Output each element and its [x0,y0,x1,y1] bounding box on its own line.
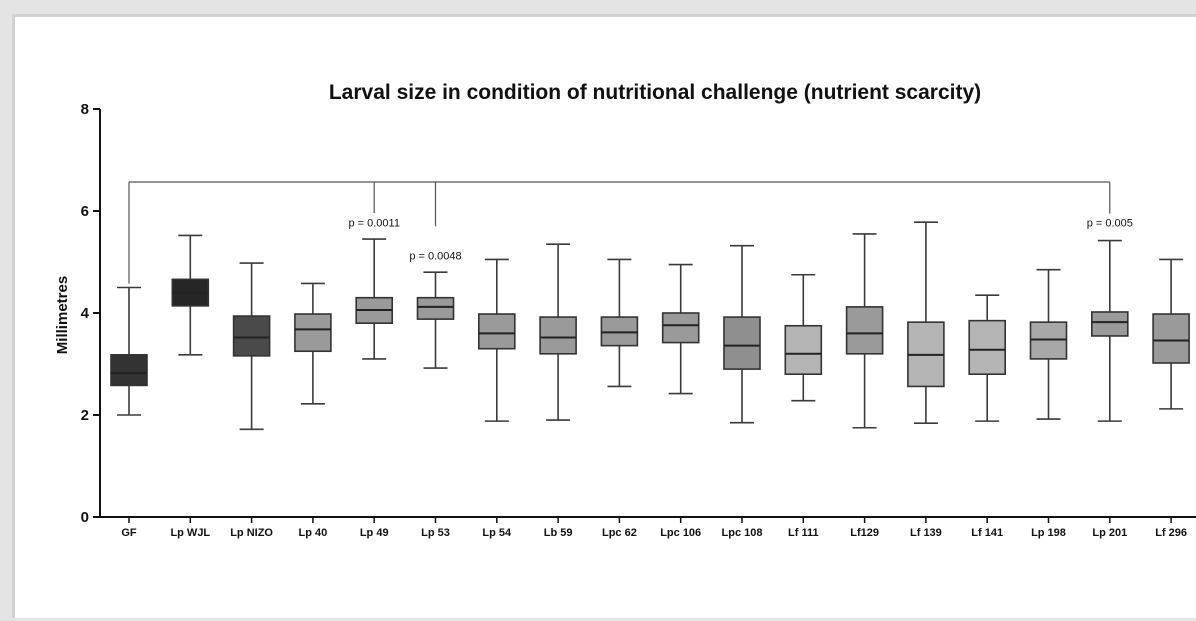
y-tick-label: 2 [81,407,89,424]
box-lpc-62 [600,316,639,347]
x-tick-label: Lpc 62 [602,527,637,539]
x-tick-label: Lp 54 [482,527,512,539]
box-lp-nizo [232,315,271,357]
y-tick-label: 8 [81,101,89,118]
chart-title: Larval size in condition of nutritional … [329,81,981,104]
box-lpc-108 [723,316,761,370]
x-tick-label: Lf 141 [971,527,1003,539]
box-lf-111 [784,324,823,376]
x-tick-label: Lpc 108 [722,527,763,539]
y-tick-label: 4 [81,305,90,322]
box-lb-59 [539,316,577,355]
x-tick-label: Lb 59 [544,527,573,539]
box-lp-40 [294,313,332,353]
x-tick-label: Lp 40 [299,527,328,539]
x-tick-label: Lp 201 [1092,527,1127,539]
x-tick-label: Lp WJL [170,527,210,539]
y-tick-label: 6 [81,203,89,220]
p-value-label: p = 0.0011 [348,217,399,229]
box-gf [110,354,148,387]
y-tick-label: 0 [81,509,89,526]
box-lp-54 [477,313,516,350]
box-lf-141 [968,319,1007,375]
chart-frame: Larval size in condition of nutritional … [12,14,1196,618]
x-tick-label: Lf129 [850,527,879,539]
x-tick-label: Lp 198 [1031,527,1066,539]
plot-area: 0 2 4 6 8 GF Lp WJL Lp NIZO Lp 40 Lp 49 Lp 53 Lp 54… [81,101,1196,539]
box-lp-198 [1029,321,1068,360]
p-value-label: p = 0.0048 [409,250,461,262]
x-tick-label: Lp 49 [360,527,389,539]
box-lf-296 [1152,313,1190,364]
x-tick-label: GF [121,527,137,539]
x-tick-label: Lf 111 [788,527,819,539]
box-lpc-106 [661,312,700,344]
p-value-label: p = 0.005 [1087,217,1133,229]
x-tick-label: Lf 296 [1155,527,1187,539]
box-lp-53 [416,296,455,320]
x-tick-label: Lf 139 [910,527,942,539]
x-tick-label: Lpc 106 [660,527,701,539]
x-tick-label: Lp 53 [421,527,450,539]
box-lf129 [845,306,884,355]
box-lp-201 [1091,311,1129,337]
x-tick-label: Lp NIZO [230,527,273,539]
y-axis-label: Millimetres [54,276,71,354]
box-plot-chart: Larval size in condition of nutritional … [54,81,1196,539]
